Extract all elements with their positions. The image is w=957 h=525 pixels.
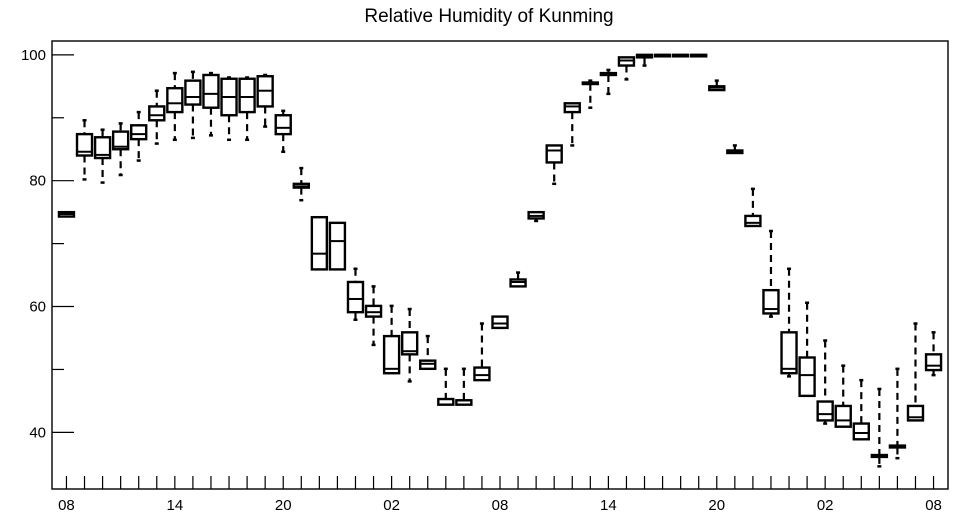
box-plot xyxy=(57,210,76,218)
box-plot xyxy=(419,334,437,371)
box-plot xyxy=(798,301,816,398)
box-iqr xyxy=(75,132,94,157)
box-plot xyxy=(906,322,925,422)
box-plot xyxy=(166,71,184,142)
box-plot xyxy=(274,109,292,153)
box-plot xyxy=(111,122,130,177)
y-tick-label: 80 xyxy=(29,173,46,190)
box-plot xyxy=(563,102,581,147)
box-plot xyxy=(491,315,509,330)
y-tick-label: 40 xyxy=(29,424,46,441)
box-iqr xyxy=(328,221,347,271)
y-tick-label: 100 xyxy=(21,47,46,64)
box-plot xyxy=(75,119,94,181)
box-iqr xyxy=(798,356,816,398)
box-plot xyxy=(708,79,726,92)
box-plot xyxy=(653,53,672,58)
box-iqr xyxy=(744,214,762,228)
box-plot xyxy=(690,53,708,58)
box-iqr xyxy=(762,288,780,315)
box-plot xyxy=(473,322,491,382)
x-tick-label: 14 xyxy=(600,497,617,514)
box-iqr xyxy=(111,130,130,151)
box-plot xyxy=(744,187,762,228)
box-iqr xyxy=(473,366,491,382)
x-tick-label: 20 xyxy=(275,497,292,514)
box-plot xyxy=(220,76,238,142)
x-tick-label: 20 xyxy=(708,497,725,514)
x-tick-label: 02 xyxy=(383,497,400,514)
y-tick-label: 60 xyxy=(29,299,46,316)
box-iqr xyxy=(816,400,834,422)
x-tick-label: 08 xyxy=(58,497,75,514)
box-plot xyxy=(437,367,455,406)
box-plot xyxy=(130,110,148,162)
box-iqr xyxy=(382,334,401,375)
x-tick-label: 08 xyxy=(492,497,509,514)
box-iqr xyxy=(491,315,509,330)
box-plot xyxy=(852,378,870,441)
x-tick-label: 14 xyxy=(166,497,183,514)
box-plot xyxy=(924,331,943,377)
box-plot xyxy=(599,68,618,96)
box-iqr xyxy=(545,144,563,164)
box-iqr xyxy=(148,105,166,122)
box-iqr xyxy=(834,404,852,428)
box-plot xyxy=(816,339,834,425)
box-plot xyxy=(328,221,347,271)
box-plot xyxy=(509,271,527,288)
chart-title: Relative Humidity of Kunming xyxy=(364,6,613,27)
x-tick-label: 02 xyxy=(817,497,834,514)
box-iqr xyxy=(400,331,419,356)
box-plot xyxy=(545,144,563,186)
box-plot xyxy=(93,128,112,184)
box-plot xyxy=(148,89,166,145)
box-iqr xyxy=(274,114,292,136)
box-plot xyxy=(256,73,274,128)
box-iqr xyxy=(780,331,798,375)
box-plot xyxy=(888,367,907,460)
box-plot xyxy=(346,267,365,321)
box-iqr xyxy=(238,77,256,114)
box-plot xyxy=(870,387,889,468)
box-iqr xyxy=(166,86,184,114)
box-plot xyxy=(834,364,852,428)
box-plot xyxy=(382,304,401,375)
box-plot xyxy=(762,229,780,318)
box-plot xyxy=(635,53,654,67)
box-plot xyxy=(292,166,310,202)
box-iqr xyxy=(924,353,943,372)
box-iqr xyxy=(346,280,365,314)
y-axis: 40 60 80 100 xyxy=(21,47,74,441)
box-plot xyxy=(527,210,545,223)
box-iqr xyxy=(310,215,329,271)
plot-frame xyxy=(51,40,949,490)
x-axis: 08 14 20 02 08 14 20 02 08 xyxy=(58,476,942,514)
box-iqr xyxy=(563,102,581,114)
box-plot xyxy=(238,76,256,142)
box-iqr xyxy=(202,73,220,109)
box-iqr xyxy=(93,136,112,160)
box-plot xyxy=(581,79,600,109)
box-iqr xyxy=(852,422,870,441)
box-plot xyxy=(617,56,636,81)
box-plot xyxy=(202,71,220,137)
box-plot xyxy=(455,367,473,406)
box-plot xyxy=(184,70,202,140)
x-tick-label: 08 xyxy=(925,497,942,514)
box-plot xyxy=(671,53,690,58)
box-series xyxy=(57,53,943,468)
box-iqr xyxy=(184,79,202,106)
box-plot xyxy=(726,144,744,155)
box-plot xyxy=(400,307,419,383)
box-iqr xyxy=(130,124,148,141)
box-plot xyxy=(780,267,798,378)
box-plot xyxy=(364,285,383,347)
box-plot xyxy=(310,215,329,271)
